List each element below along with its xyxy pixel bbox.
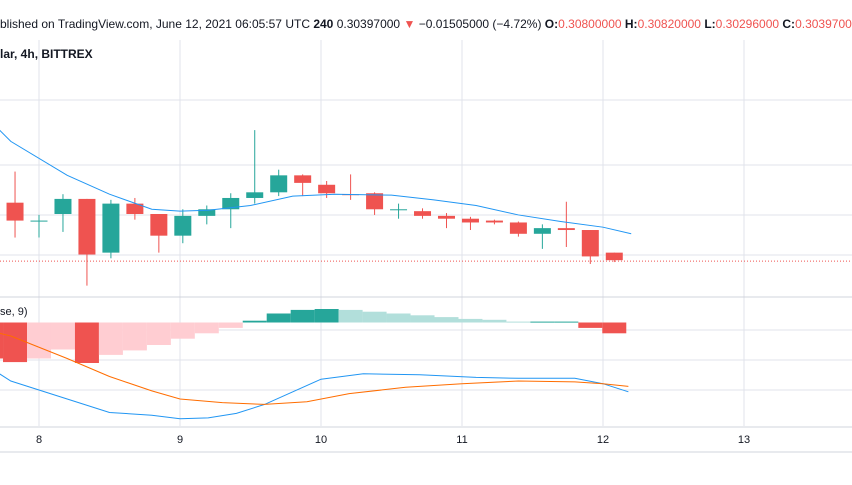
macd-histogram-bar	[122, 322, 147, 351]
change-value: −0.01505000 (−4.72%)	[418, 17, 542, 31]
high-value: 0.30820000	[637, 17, 701, 31]
candle-body	[174, 215, 192, 236]
macd-histogram-bar	[218, 322, 243, 328]
macd-histogram-bar	[170, 322, 195, 339]
symbol-line: lar, 4h, BITTREX	[0, 47, 93, 61]
candle-body	[557, 228, 575, 231]
candle-body	[294, 175, 312, 183]
x-tick-label: 11	[456, 434, 467, 446]
high-label: H:	[624, 17, 638, 31]
candle-body	[318, 184, 336, 194]
low-value: 0.30296000	[715, 17, 780, 31]
macd-histogram-bar	[314, 309, 339, 323]
candle-body	[102, 203, 120, 253]
macd-histogram-bar	[554, 321, 579, 323]
x-tick-label: 12	[597, 434, 609, 446]
macd-histogram-bar	[74, 322, 99, 363]
candle-body	[78, 198, 96, 255]
header-line: blished on TradingView.com, June 12, 202…	[0, 17, 852, 31]
macd-histogram-bar	[290, 309, 315, 323]
macd-histogram-bar	[410, 315, 435, 323]
candle-body	[198, 209, 216, 216]
candle-body	[414, 211, 432, 216]
macd-histogram-bar	[266, 313, 291, 323]
candle-body	[126, 203, 144, 214]
macd-histogram-bar	[362, 311, 387, 323]
interval-label: 240	[313, 17, 334, 31]
macd-histogram-bar	[0, 322, 4, 359]
macd-histogram-bar	[242, 320, 267, 323]
macd-histogram-bar	[506, 321, 531, 323]
low-label: L:	[704, 17, 716, 31]
candle-body	[222, 197, 240, 210]
candle-body	[390, 209, 408, 211]
macd-histogram-bar	[530, 321, 555, 323]
open-value: 0.30800000	[558, 17, 622, 31]
macd-label: se, 9)	[0, 306, 28, 318]
candle-body	[54, 198, 72, 214]
down-arrow-icon: ▼	[403, 17, 416, 31]
candle-body	[581, 230, 599, 257]
macd-histogram-bar	[146, 322, 171, 345]
macd-histogram-bar	[578, 322, 603, 328]
candle-body	[533, 228, 551, 234]
close-label: C:	[782, 17, 796, 31]
moving-average-line	[0, 129, 632, 235]
candle-body	[150, 213, 168, 236]
candle-body	[437, 215, 455, 219]
close-value: 0.30397000	[795, 17, 852, 31]
candle-body	[6, 202, 24, 221]
candle-body	[485, 220, 503, 223]
candle-body	[270, 175, 288, 193]
x-tick-label: 8	[36, 434, 42, 446]
macd-histogram-bar	[482, 319, 507, 323]
candle-body	[461, 218, 479, 223]
candle-body	[246, 192, 264, 198]
macd-histogram-bar	[602, 322, 627, 334]
macd-histogram-bar	[386, 313, 411, 323]
macd-histogram-bar	[194, 322, 219, 334]
x-tick-label: 9	[177, 434, 183, 446]
candle-body	[366, 193, 384, 210]
open-label: O:	[544, 17, 559, 31]
macd-histogram-bar	[434, 317, 459, 323]
macd-histogram-bar	[338, 309, 363, 323]
macd-histogram-bar	[27, 322, 51, 359]
macd-histogram-bar	[98, 322, 123, 355]
macd-histogram-bar	[3, 322, 28, 363]
x-tick-label: 13	[738, 434, 750, 446]
macd-histogram-bar	[50, 322, 75, 350]
x-tick-label: 10	[315, 434, 327, 446]
published-text: blished on TradingView.com, June 12, 202…	[0, 17, 310, 31]
candle-body	[30, 220, 48, 222]
candle-body	[509, 222, 527, 234]
last-price: 0.30397000	[336, 17, 401, 31]
signal-line	[0, 332, 629, 405]
macd-histogram-bar	[458, 318, 483, 323]
candle-body	[605, 252, 623, 261]
